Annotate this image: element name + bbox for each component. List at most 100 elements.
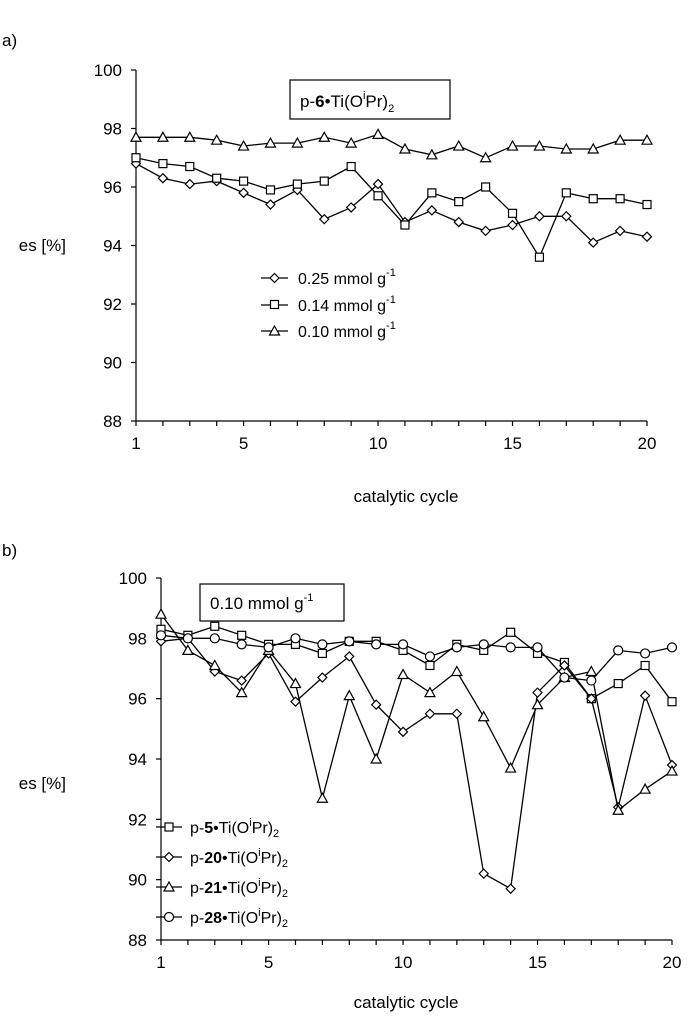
panel-a-series-2-point (425, 148, 438, 160)
panel-a-series-0-point (426, 205, 438, 216)
panel-b-y-tick-label: 88 (128, 931, 147, 950)
panel-b-series-3-point (290, 633, 301, 644)
panel-b-series-3-point (182, 633, 193, 644)
panel-b-series-3-point (451, 642, 462, 653)
panel-a-x-tick-label: 5 (239, 434, 248, 453)
panel-a-series-1-point (185, 161, 195, 172)
panel-a-series-0-point (587, 237, 599, 248)
panel-b-series-3-point (263, 642, 274, 653)
panel-a-series-2-point (237, 139, 250, 151)
panel-a-legend: 0.25 mmol g-1 0.14 mmol g-1 0.10 mmol g-… (261, 267, 396, 341)
legend-item-0-25: 0.25 mmol g-1 (261, 267, 396, 288)
panel-a-series-1-point (238, 176, 249, 186)
panel-b-series-0-point (425, 660, 435, 671)
legend-item-0-10: 0.10 mmol g-1 (261, 320, 396, 341)
panel-a-series-2-point (614, 133, 627, 145)
panel-a-series-1-point (319, 176, 329, 186)
panel-a-y-tick-label: 98 (103, 120, 122, 139)
panel-b-series-3-point (559, 672, 570, 683)
panel-b-series-2-point (612, 804, 625, 815)
panel-b-series-2-point (181, 644, 194, 655)
panel-b-y-axis-title: es [%] (19, 774, 66, 793)
panel-a-series-2-point (587, 142, 600, 154)
panel-b-series-3-point (478, 639, 489, 650)
panel-a-series-1-point (534, 252, 545, 262)
panel-b-series-1-line (160, 637, 673, 890)
panel-a-series-2-point (291, 136, 304, 148)
panel-a-y-tick-label: 88 (103, 412, 122, 431)
panel-b-series-1-point (236, 675, 248, 686)
panel-b-series-3-point (371, 639, 382, 650)
panel-a-series-2-point (452, 139, 465, 151)
panel-b-series-1-point (505, 883, 516, 895)
panel-a-series-1-point (265, 185, 276, 195)
panel-a-series-1-point (427, 188, 437, 198)
panel-a-series-1-line (135, 157, 648, 259)
panel-b-box-label: 0.10 mmol g-1 (210, 592, 313, 613)
panel-a-series-0-point (560, 210, 572, 222)
panel-b-x-tick-label: 15 (528, 953, 547, 972)
panel-b-series-2-point (477, 710, 490, 722)
panel-b-series-0-point (237, 630, 247, 640)
panel-b-series-3-point (155, 630, 167, 641)
panel-b-series-1-point (478, 868, 490, 879)
panel-a-series-0-point (480, 225, 491, 237)
panel-b-x-tick-label: 10 (394, 953, 413, 972)
panel-b-series-1-point (317, 672, 328, 683)
panel-b-series-3-point (344, 636, 355, 647)
panel-a-y-tick-label: 90 (103, 354, 122, 373)
panel-b-series-2-point (531, 698, 544, 710)
legend-label-0-14: 0.14 mmol g-1 (298, 294, 396, 315)
panel-a-series-0-point (614, 225, 626, 237)
panel-a-series-2-point (640, 133, 654, 145)
panel-b-x-tick-label: 1 (156, 953, 165, 972)
panel-b-series-2-point (504, 761, 517, 773)
panel-a-series-1-point (588, 194, 598, 204)
panel-a-series-1-point (373, 191, 383, 201)
panel-b-series-3-point (209, 633, 220, 644)
panel-a-series-2-point (129, 131, 143, 142)
panel-b-series-1-point (639, 690, 651, 701)
panel-b-series-2-point (639, 782, 652, 794)
panel-b-series-3-point (317, 639, 328, 650)
panel-a-y-tick-label: 92 (103, 295, 122, 314)
panel-a-series-1-point (400, 220, 410, 230)
panel-a-series-1-point (642, 199, 652, 210)
panel-a-series-2-point (479, 151, 492, 163)
panel-b-series-1-point (290, 696, 301, 708)
panel-a-series-1-point (346, 161, 356, 172)
legend-label-p5: p-5•Ti(OiPr)2 (190, 817, 279, 840)
panel-b-y-tick-label: 92 (128, 810, 147, 829)
legend-diamond-marker (163, 851, 175, 863)
panel-b-series-0-point (317, 648, 327, 659)
panel-a-series-0-point (184, 178, 196, 190)
panel-a-series-1-point (212, 173, 222, 183)
panel-b-series-2-point (665, 764, 679, 776)
panel-a-series-1-point (158, 159, 168, 169)
panel-a-series-1-point (507, 208, 518, 218)
panel-b-y-tick-label: 96 (128, 690, 147, 709)
panel-a-series-2-point (398, 142, 411, 154)
panel-b-series-2-point (450, 665, 463, 677)
panel-a-series-1-point (481, 182, 491, 192)
panel-a-series-0-point (641, 231, 653, 243)
panel-a-x-tick-label: 1 (131, 434, 140, 453)
panel-a-box-label: p-6•Ti(OiPr)2 (300, 90, 394, 115)
panel-a-series-2-point (264, 136, 277, 148)
legend-label-p28: p-28•Ti(OiPr)2 (190, 907, 288, 930)
panel-b-series-0-point (640, 660, 650, 671)
panel-b-series-1-point (397, 726, 409, 738)
panel-a-y-tick-label: 96 (103, 178, 122, 197)
panel-a-y-tick-label: 94 (103, 237, 122, 256)
panel-a-series-0-point (534, 210, 545, 222)
panel-b-label-box (199, 583, 345, 622)
panel-a-series-0-point (157, 172, 169, 184)
legend-item-p20: p-20•Ti(OiPr)2 (156, 847, 288, 870)
panel-b-series-2-line (160, 613, 673, 812)
panel-a-series-0-point (453, 216, 465, 228)
panel-b-series-1-point (424, 708, 436, 720)
panel-b-series-2-point (235, 686, 248, 698)
